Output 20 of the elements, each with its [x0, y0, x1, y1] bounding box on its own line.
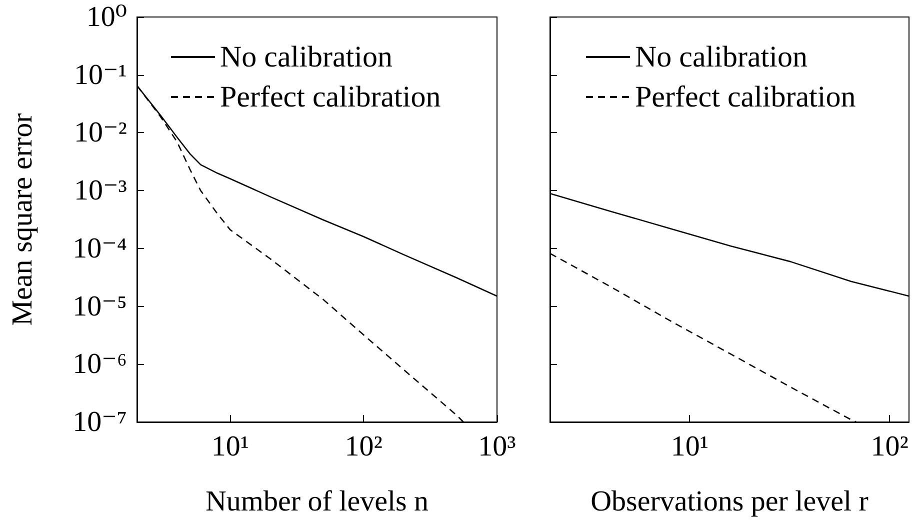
x-tick-label: 10¹ [670, 430, 709, 462]
y-tick-label: 10⁻¹ [74, 58, 127, 91]
y-axis-title: Mean square error [6, 112, 38, 326]
y-tick-label: 10⁻⁷ [72, 406, 127, 438]
legend-label: No calibration [220, 40, 392, 74]
x-tick-label: 10² [344, 430, 383, 462]
legend-label: Perfect calibration [635, 80, 856, 114]
x-axis-title: Number of levels n [205, 486, 430, 518]
x-tick-label: 10² [870, 430, 909, 462]
y-tick-label: 10⁻⁵ [72, 290, 127, 322]
y-tick-label: 10⁻³ [74, 174, 128, 207]
x-tick-label: 10¹ [211, 430, 250, 462]
legend-label: No calibration [635, 40, 808, 74]
y-tick-label: 10⁰ [86, 1, 127, 33]
y-tick-label: 10⁻² [74, 116, 128, 149]
x-tick-label: 10³ [478, 430, 516, 462]
legend-label: Perfect calibration [220, 80, 441, 114]
x-axis-title: Observations per level r [590, 486, 869, 518]
y-tick-label: 10⁻⁴ [72, 232, 127, 264]
y-tick-label: 10⁻⁶ [72, 348, 127, 380]
